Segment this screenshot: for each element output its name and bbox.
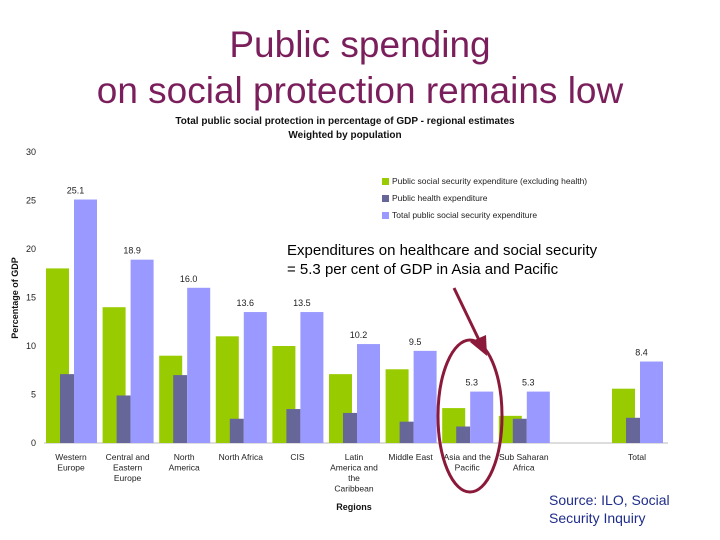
bar-total bbox=[130, 259, 154, 443]
bar-total bbox=[526, 391, 550, 443]
callout-line2: = 5.3 per cent of GDP in Asia and Pacifi… bbox=[287, 261, 559, 278]
data-label: 13.5 bbox=[293, 298, 311, 308]
bar-health bbox=[286, 409, 301, 443]
data-label: 25.1 bbox=[67, 186, 85, 196]
bar-health bbox=[399, 421, 414, 443]
callout-line1: Expenditures on healthcare and social se… bbox=[287, 242, 598, 259]
bar-health bbox=[456, 426, 471, 443]
source-line1: Source: ILO, Social bbox=[549, 492, 670, 508]
bar-health bbox=[60, 374, 74, 443]
bar-social-security bbox=[215, 336, 239, 443]
x-tick-label: Caribbean bbox=[334, 484, 373, 494]
x-tick-label: Pacific bbox=[455, 463, 481, 473]
data-label: 5.3 bbox=[522, 378, 535, 388]
bar-total bbox=[640, 361, 663, 443]
legend-label: Public social security expenditure (excl… bbox=[392, 176, 587, 186]
data-label: 5.3 bbox=[465, 378, 478, 388]
x-tick-label: Eastern bbox=[113, 463, 143, 473]
bar-health bbox=[343, 412, 357, 443]
slide-title-line2: on social protection remains low bbox=[96, 70, 624, 111]
bar-total bbox=[357, 344, 380, 443]
x-tick-label: North Africa bbox=[219, 452, 264, 462]
y-tick-label: 20 bbox=[26, 244, 36, 254]
x-tick-label: North bbox=[174, 452, 195, 462]
callout-arrow bbox=[452, 287, 481, 341]
y-tick-label: 30 bbox=[26, 147, 36, 157]
bar-health bbox=[173, 375, 188, 443]
x-tick-label: Latin bbox=[345, 452, 364, 462]
bar-health bbox=[512, 418, 527, 443]
x-tick-label: America and bbox=[330, 463, 378, 473]
data-label: 18.9 bbox=[123, 246, 141, 256]
source-note: Source: ILO, Social Security Inquiry bbox=[549, 491, 719, 527]
legend-label: Total public social security expenditure bbox=[392, 210, 537, 220]
x-tick-label: Europe bbox=[57, 463, 85, 473]
y-tick-label: 10 bbox=[26, 341, 36, 351]
legend-swatch bbox=[382, 178, 389, 185]
bar-total bbox=[243, 312, 267, 443]
bar-total bbox=[187, 287, 211, 443]
data-label: 10.2 bbox=[350, 330, 368, 340]
bar-health bbox=[116, 395, 131, 443]
y-tick-label: 25 bbox=[26, 196, 36, 206]
y-tick-label: 5 bbox=[31, 390, 36, 400]
legend-swatch bbox=[382, 212, 389, 219]
data-label: 16.0 bbox=[180, 274, 198, 284]
bar-total bbox=[470, 391, 494, 443]
callout-arrowhead bbox=[470, 335, 487, 356]
x-tick-label: America bbox=[169, 463, 200, 473]
x-tick-label: Total bbox=[628, 452, 646, 462]
bar-health bbox=[229, 418, 244, 443]
x-tick-label: Sub Saharan bbox=[499, 452, 549, 462]
data-label: 9.5 bbox=[409, 337, 422, 347]
slide-title-line1: Public spending bbox=[229, 24, 491, 65]
bar-total bbox=[74, 199, 97, 443]
source-line2: Security Inquiry bbox=[549, 510, 646, 526]
bar-total bbox=[300, 312, 324, 443]
x-tick-label: the bbox=[348, 473, 360, 483]
x-tick-label: Central and bbox=[106, 452, 150, 462]
x-tick-label: Middle East bbox=[388, 452, 433, 462]
x-tick-label: Western bbox=[55, 452, 87, 462]
chart-title: Total public social protection in percen… bbox=[175, 116, 515, 127]
y-tick-label: 15 bbox=[26, 293, 36, 303]
x-tick-label: Asia and the bbox=[444, 452, 492, 462]
callout-text: Expenditures on healthcare and social se… bbox=[287, 241, 667, 279]
x-tick-label: CIS bbox=[290, 452, 305, 462]
legend-label: Public health expenditure bbox=[392, 193, 488, 203]
x-tick-label: Europe bbox=[114, 473, 142, 483]
chart-subtitle: Weighted by population bbox=[288, 130, 402, 141]
data-label: 8.4 bbox=[635, 348, 648, 358]
bar-total bbox=[413, 350, 437, 443]
y-axis-title: Percentage of GDP bbox=[10, 257, 20, 339]
highlight-ellipse bbox=[436, 338, 504, 494]
x-tick-label: Africa bbox=[513, 463, 535, 473]
legend-swatch bbox=[382, 195, 389, 202]
data-label: 13.6 bbox=[237, 298, 255, 308]
x-axis-title: Regions bbox=[336, 502, 372, 512]
y-tick-label: 0 bbox=[31, 438, 36, 448]
bar-health bbox=[626, 417, 640, 443]
